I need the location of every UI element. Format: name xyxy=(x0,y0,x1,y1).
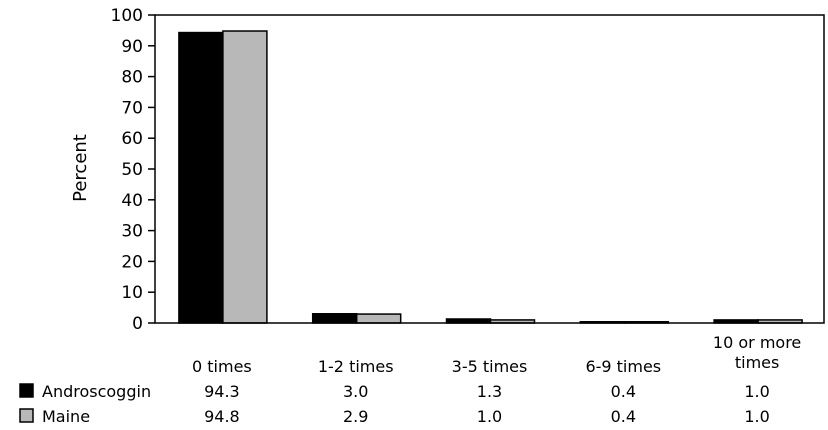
table-value-androscoggin-6-9-times: 0.4 xyxy=(611,382,636,401)
bar-maine-0-times xyxy=(222,30,268,324)
y-tick-label: 20 xyxy=(121,252,143,272)
x-category-label: 6-9 times xyxy=(585,357,661,376)
y-tick-label: 40 xyxy=(121,191,143,211)
y-tick-label: 100 xyxy=(111,6,143,26)
x-category-label: 1-2 times xyxy=(318,357,394,376)
legend-swatch-androscoggin xyxy=(19,383,34,398)
table-value-maine-6-9-times: 0.4 xyxy=(611,407,636,426)
y-tick-label: 10 xyxy=(121,283,143,303)
y-tick-label: 60 xyxy=(121,129,143,149)
legend-label-androscoggin: Androscoggin xyxy=(42,382,151,401)
plot-frame xyxy=(154,14,825,324)
y-tick-label: 80 xyxy=(121,68,143,88)
table-value-androscoggin-1-2-times: 3.0 xyxy=(343,382,368,401)
x-category-label: 0 times xyxy=(192,357,252,376)
table-value-androscoggin-0-times: 94.3 xyxy=(204,382,240,401)
y-tick-label: 70 xyxy=(121,98,143,118)
y-tick-label: 50 xyxy=(121,160,143,180)
table-value-androscoggin-10-or-more-times: 1.0 xyxy=(744,382,769,401)
y-axis: 0 10 20 30 40 50 60 70 80 90 100 xyxy=(111,6,155,334)
y-tick-label: 30 xyxy=(121,222,143,242)
table-value-maine-3-5-times: 1.0 xyxy=(477,407,502,426)
legend-label-maine: Maine xyxy=(42,407,90,426)
x-category-label: 10 or more times xyxy=(713,333,801,372)
table-value-maine-0-times: 94.8 xyxy=(204,407,240,426)
y-tick-label: 90 xyxy=(121,37,143,57)
table-value-androscoggin-3-5-times: 1.3 xyxy=(477,382,502,401)
table-value-maine-1-2-times: 2.9 xyxy=(343,407,368,426)
bar-series xyxy=(178,30,803,324)
legend-data-table: Androscoggin 94.3 3.0 1.3 0.4 1.0 Maine 94.8 2.9… xyxy=(19,382,770,426)
table-value-maine-10-or-more-times: 1.0 xyxy=(744,407,769,426)
bar-androscoggin-0-times xyxy=(178,31,224,324)
x-category-label: 3-5 times xyxy=(452,357,528,376)
y-axis-label: Percent xyxy=(70,134,91,202)
bar-maine-1-2-times xyxy=(355,313,402,324)
legend-swatch-maine xyxy=(19,408,34,423)
y-tick-label: 0 xyxy=(132,314,143,334)
bar-androscoggin-1-2-times xyxy=(311,313,358,324)
category-labels: 0 times 1-2 times 3-5 times 6-9 times 10 or … xyxy=(192,333,801,376)
